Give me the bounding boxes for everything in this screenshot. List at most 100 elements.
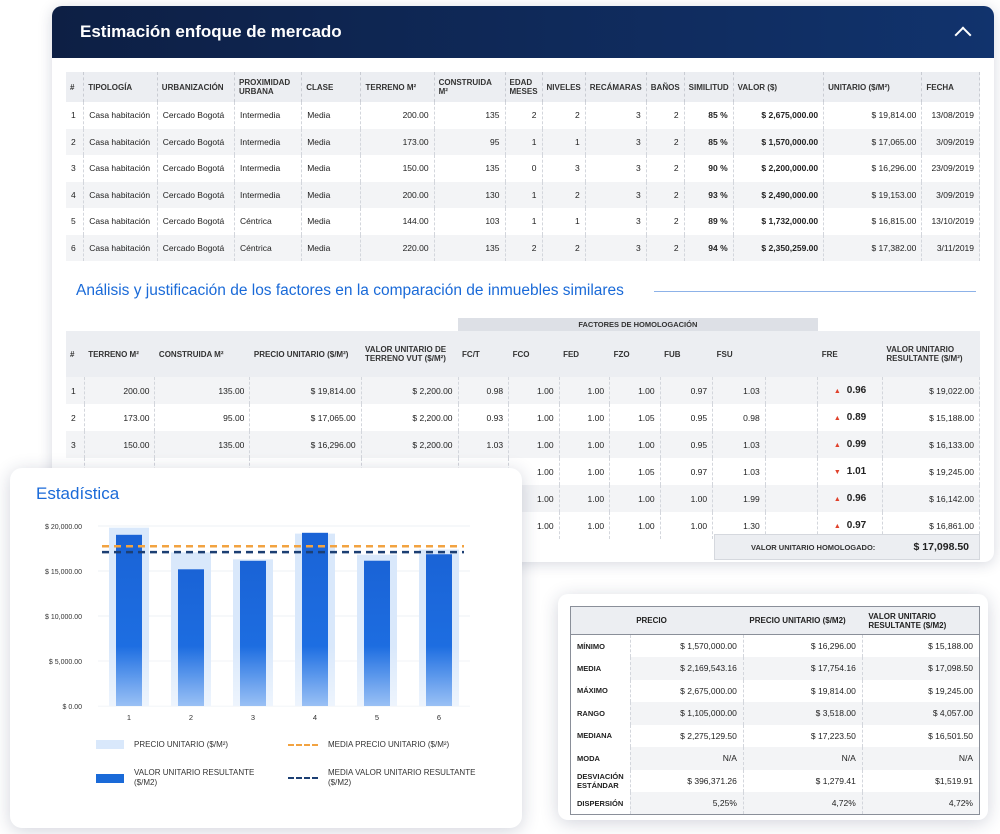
- table-cell: 3/09/2019: [921, 181, 980, 208]
- table-cell: 4: [66, 181, 85, 208]
- table-cell: Céntrica: [234, 208, 303, 235]
- table-cell: 135: [434, 102, 506, 129]
- table-cell: Céntrica: [234, 234, 303, 261]
- legend-swatch-precio: [96, 740, 124, 749]
- chevron-up-icon[interactable]: [954, 24, 970, 40]
- table-cell: $ 3,518.00: [743, 702, 863, 725]
- column-header: UNITARIO ($/m²): [823, 72, 923, 102]
- table-cell: 3/09/2019: [921, 128, 980, 155]
- table-cell: $ 17,098.50: [862, 657, 981, 680]
- table-cell: 3: [585, 208, 647, 235]
- column-header: CONSTRUIDA m²: [154, 331, 250, 377]
- table-cell: 2: [542, 102, 586, 129]
- table-cell: 23/09/2019: [921, 155, 980, 182]
- table-cell: $ 1,570,000.00: [733, 128, 825, 155]
- table-cell: $ 17,223.50: [743, 724, 863, 747]
- table-cell: 0.97: [660, 377, 714, 404]
- legend-media-precio: MEDIA PRECIO UNITARIO ($/m²): [288, 740, 449, 749]
- fre-cell: ▲ 0.99: [817, 431, 883, 458]
- table-cell: Cercado Bogotá: [157, 128, 236, 155]
- table-cell: [765, 431, 819, 458]
- column-header: BAÑOS: [646, 72, 685, 102]
- table-cell: 3: [585, 128, 647, 155]
- table-cell: Intermedia: [234, 128, 303, 155]
- legend-label-precio: PRECIO UNITARIO ($/m²): [134, 740, 229, 749]
- table-cell: 1.00: [559, 431, 611, 458]
- table-row: 2 173.00 95.00 $ 17,065.00 $ 2,200.00 0.93 1.0…: [66, 404, 981, 431]
- x-tick-label: 5: [375, 713, 379, 722]
- table-cell: $ 17,382.00: [823, 234, 923, 261]
- table-cell: 1: [505, 208, 543, 235]
- row-label: RANGO: [570, 702, 631, 725]
- table-cell: 173.00: [360, 128, 435, 155]
- row-label: DISPERSIÓN: [570, 792, 631, 815]
- card-title: Estimación enfoque de mercado: [80, 22, 342, 41]
- column-header: SIMILITUD: [684, 72, 734, 102]
- fre-value: 0.96: [846, 493, 867, 504]
- column-header: TERRENO m²: [360, 72, 435, 102]
- row-label: MÍNIMO: [570, 634, 631, 657]
- table-cell: 93 %: [684, 181, 734, 208]
- table-row: 3 Casa habitación Cercado Bogotá Intermedia…: [66, 155, 980, 182]
- table-cell: 2: [646, 128, 685, 155]
- column-header: VALOR UNITARIO RESULTANTE ($/m²): [882, 331, 980, 377]
- table-cell: $ 1,105,000.00: [630, 702, 744, 725]
- factors-group-header: FACTORES DE HOMOLOGACIÓN: [458, 318, 818, 331]
- table-row: 1 200.00 135.00 $ 19,814.00 $ 2,200.00 0.98 1.…: [66, 377, 981, 404]
- group-spacer: [817, 318, 980, 331]
- table-cell: 135: [434, 155, 506, 182]
- column-header: FC/T: [458, 331, 509, 377]
- table-cell: 2: [542, 181, 586, 208]
- table-cell: $ 19,153.00: [823, 181, 923, 208]
- table-cell: Media: [301, 208, 362, 235]
- column-header: #: [66, 331, 85, 377]
- arrow-up-icon: ▲: [833, 442, 841, 449]
- column-header: TERRENO m²: [84, 331, 155, 377]
- column-header: FRE: [817, 331, 883, 377]
- column-header: VALOR UNITARIO RESULTANTE ($/m2): [862, 606, 980, 635]
- table-cell: Cercado Bogotá: [157, 208, 236, 235]
- table-cell: 1.00: [559, 458, 611, 485]
- table-cell: $ 17,065.00: [249, 404, 362, 431]
- table-row: 6 Casa habitación Cercado Bogotá Céntrica Me…: [66, 234, 980, 261]
- x-tick-label: 1: [127, 713, 131, 722]
- x-tick-label: 6: [437, 713, 441, 722]
- table-row: MÍNIMO $ 1,570,000.00 $ 16,296.00 $ 15,188.…: [570, 634, 981, 657]
- table-cell: 103: [434, 208, 506, 235]
- table-cell: 0.95: [660, 431, 714, 458]
- table-cell: 13/10/2019: [921, 208, 980, 235]
- arrow-up-icon: ▲: [833, 415, 841, 422]
- table-cell: 135: [434, 234, 506, 261]
- table-cell: 2: [66, 404, 85, 431]
- table-row: MEDIANA $ 2,275,129.50 $ 17,223.50 $ 16,501…: [570, 724, 981, 747]
- row-label: DESVIACIÓN ESTÁNDAR: [570, 769, 631, 792]
- table-cell: [765, 485, 819, 512]
- table-cell: 95: [434, 128, 506, 155]
- legend-label-valor: VALOR UNITARIO RESULTANTE ($/m2): [134, 768, 255, 787]
- fre-value: 0.96: [846, 385, 867, 396]
- fre-value: 0.97: [846, 520, 867, 531]
- table-cell: 85 %: [684, 128, 734, 155]
- table-cell: 85 %: [684, 102, 734, 129]
- card-header: Estimación enfoque de mercado: [52, 6, 994, 58]
- fre-value: 1.01: [846, 466, 867, 477]
- table-cell: $ 2,675,000.00: [733, 102, 825, 129]
- table-row: 1 Casa habitación Cercado Bogotá Intermedia…: [66, 102, 980, 129]
- table-cell: 3: [585, 102, 647, 129]
- table-cell: Intermedia: [234, 102, 303, 129]
- arrow-up-icon: ▲: [833, 496, 841, 503]
- y-tick-label: $ 20,000.00: [45, 524, 82, 531]
- table-cell: 2: [505, 234, 543, 261]
- table-cell: 2: [505, 102, 543, 129]
- table-cell: $1,519.91: [862, 769, 981, 792]
- column-header: PRECIO UNITARIO ($/m2): [743, 606, 863, 635]
- table-cell: 0.98: [458, 377, 510, 404]
- summary-card: PRECIO PRECIO UNITARIO ($/m2) VALOR UNITAR…: [558, 594, 988, 820]
- table-row: 4 Casa habitación Cercado Bogotá Intermedia…: [66, 181, 980, 208]
- homologated-label: VALOR UNITARIO HOMOLOGADO:: [751, 542, 876, 552]
- table-cell: 94 %: [684, 234, 734, 261]
- table-cell: $ 2,675,000.00: [630, 679, 744, 702]
- table-cell: 3: [585, 234, 647, 261]
- table-cell: Media: [301, 234, 362, 261]
- table-cell: Cercado Bogotá: [157, 102, 236, 129]
